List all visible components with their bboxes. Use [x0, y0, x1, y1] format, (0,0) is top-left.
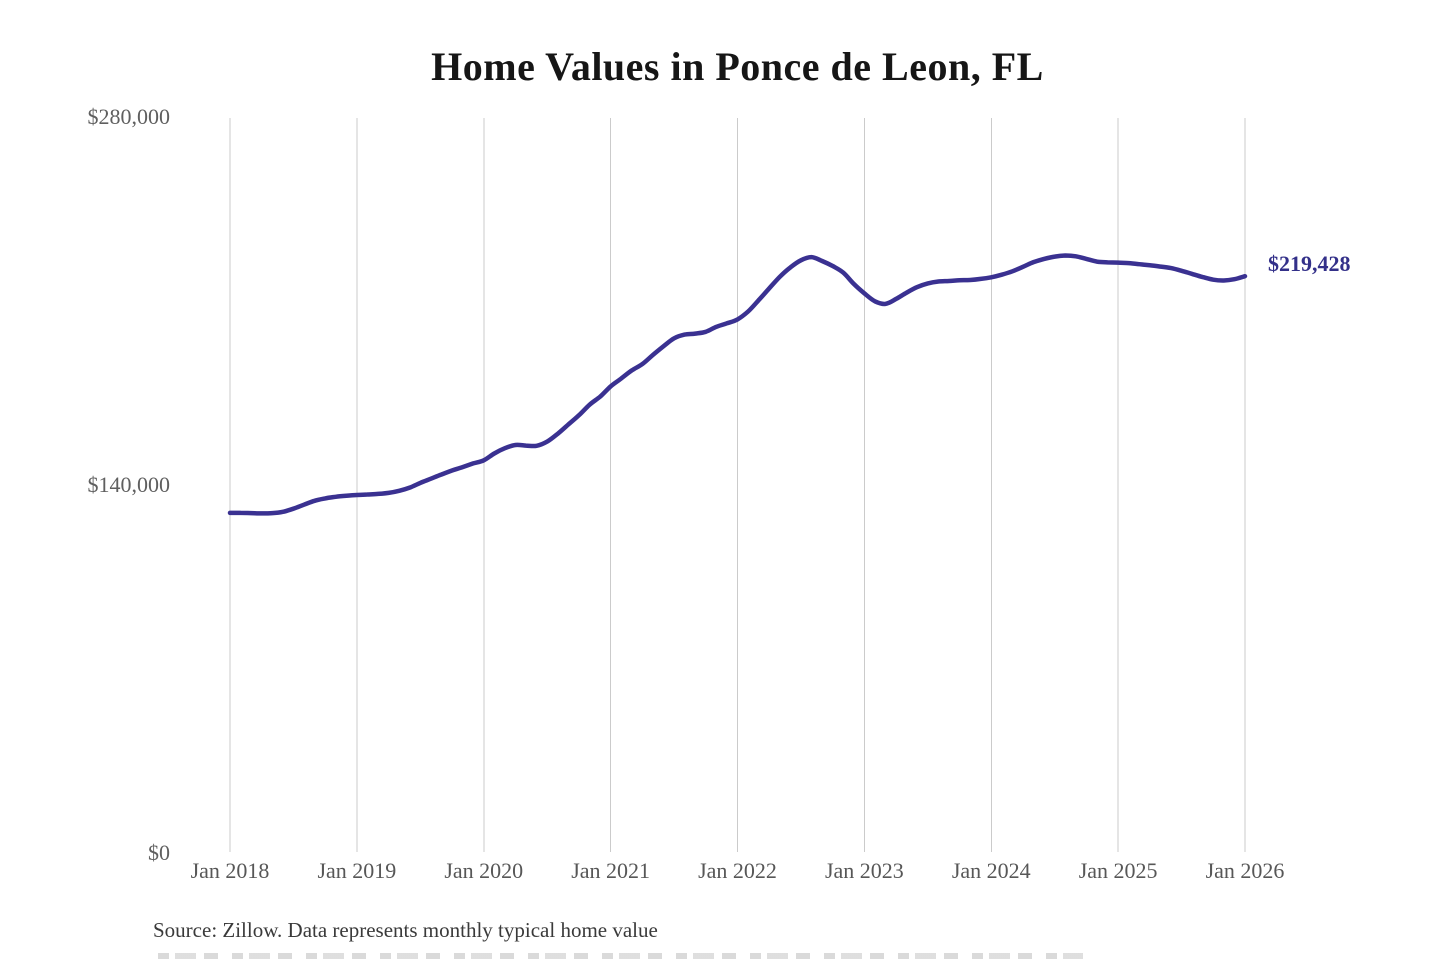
x-axis-tick-label: Jan 2024 [951, 858, 1031, 883]
x-axis-tick-label: Jan 2021 [571, 858, 651, 883]
x-axis-tick-label: Jan 2019 [317, 858, 397, 883]
x-axis-tick-label: Jan 2026 [1205, 858, 1285, 883]
x-axis-tick-label: Jan 2020 [444, 858, 524, 883]
vertical-gridlines [229, 118, 1246, 852]
x-axis-tick-label: Jan 2025 [1078, 858, 1158, 883]
chart-title: Home Values in Ponce de Leon, FL [431, 44, 1044, 89]
x-axis-tick-label: Jan 2018 [190, 858, 270, 883]
latest-value-label: $219,428 [1268, 251, 1351, 277]
y-axis-tick-label: $280,000 [87, 104, 171, 129]
y-axis-tick-label: $140,000 [87, 472, 171, 497]
source-note: Source: Zillow. Data represents monthly … [153, 918, 658, 942]
y-axis-tick-label: $0 [148, 840, 170, 865]
x-axis-tick-label: Jan 2023 [824, 858, 904, 883]
x-axis-tick-label: Jan 2022 [698, 858, 777, 883]
cropped-text-fragment [158, 953, 1083, 959]
home-value-line [227, 253, 1248, 516]
